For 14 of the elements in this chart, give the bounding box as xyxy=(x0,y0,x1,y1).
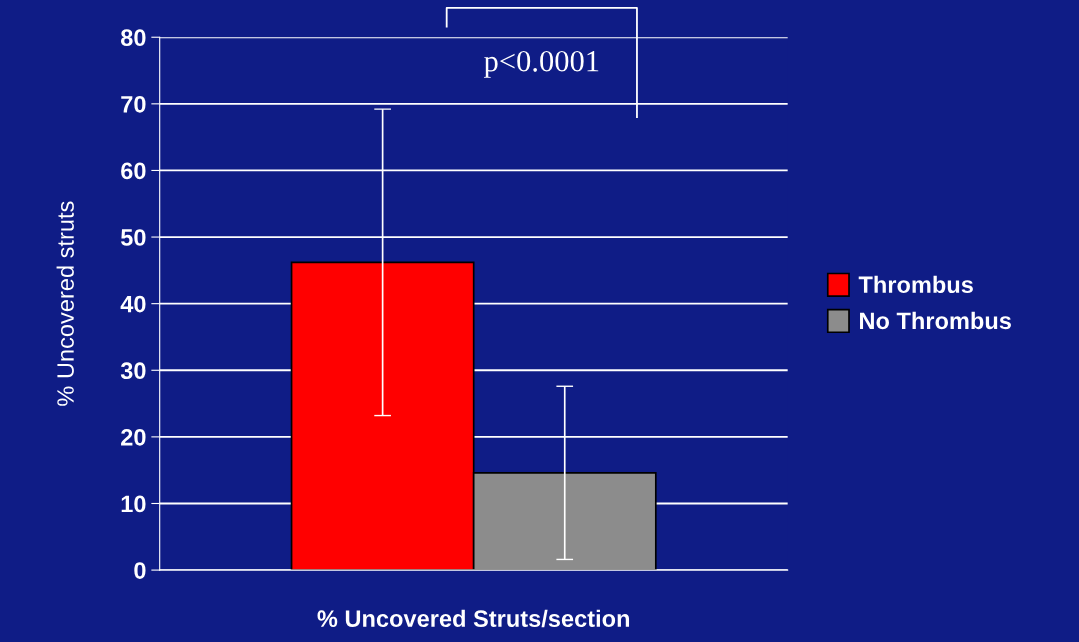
y-tick-label: 70 xyxy=(121,95,146,113)
y-axis-title: % Uncovered struts xyxy=(56,201,74,406)
x-axis-title: % Uncovered Struts/section xyxy=(317,609,630,628)
legend-label: Thrombus xyxy=(858,275,973,294)
legend-label: No Thrombus xyxy=(860,311,1011,330)
y-tick-label: 80 xyxy=(120,29,146,47)
y-tick-label: 20 xyxy=(121,428,146,446)
y-tick-label: 40 xyxy=(120,295,146,313)
y-tick-label: 50 xyxy=(120,229,146,246)
y-tick-label: 0 xyxy=(134,562,146,579)
annotation: p<0.0001 xyxy=(484,50,599,78)
y-tick-label: 10 xyxy=(121,495,146,513)
y-tick-label: 30 xyxy=(120,362,146,380)
y-tick-label: 60 xyxy=(121,162,146,180)
